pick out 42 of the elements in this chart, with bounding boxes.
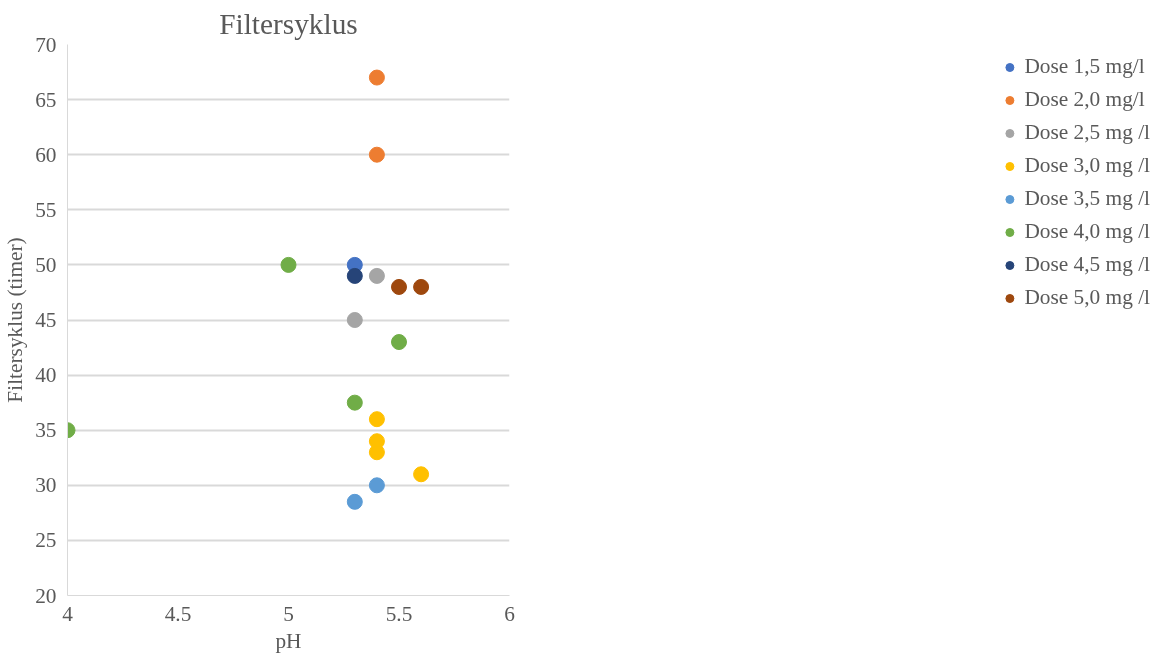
y-tick-label: 45: [35, 308, 57, 332]
point: [368, 411, 385, 428]
y-tick-label: 60: [35, 142, 57, 167]
point: [368, 267, 385, 284]
y-tick-label: 40: [35, 363, 57, 388]
legend-label: Dose 2,0 mg/l: [1024, 87, 1145, 112]
point: [391, 278, 407, 295]
legend-label: Dose 3,5 mg /l: [1024, 186, 1150, 211]
legend-label: Dose 1,5 mg/l: [1024, 54, 1145, 79]
x-tick-label: 5: [283, 601, 294, 626]
point: [346, 312, 363, 328]
point: [368, 477, 385, 494]
y-tick-label: 35: [35, 418, 57, 443]
x-tick-label: 5.5: [385, 601, 413, 626]
y-tick-label: 20: [35, 583, 57, 608]
x-tick-label: 4.5: [164, 601, 192, 626]
x-tick-label: 6: [504, 601, 516, 626]
y-tick-label: 70: [35, 32, 57, 57]
point: [280, 256, 297, 273]
x-tick-label: 4: [62, 601, 74, 626]
point: [346, 493, 363, 510]
point: [391, 334, 407, 351]
y-tick-label: 50: [35, 252, 57, 277]
y-tick-label: 65: [35, 87, 57, 112]
x-axis-title: pH: [275, 628, 302, 653]
legend-label: Dose 2,5 mg /l: [1024, 120, 1150, 145]
chart-title: Filtersyklus: [219, 7, 358, 40]
point: [368, 444, 385, 461]
point: [346, 394, 363, 411]
legend-label: Dose 3,0 mg /l: [1024, 153, 1150, 178]
y-tick-label: 25: [35, 528, 57, 553]
legend-label: Dose 5,0 mg /l: [1024, 285, 1150, 310]
point: [368, 146, 385, 163]
point: [413, 278, 430, 295]
y-axis-title: Filtersyklus (timer): [3, 237, 28, 403]
y-tick-label: 30: [35, 473, 57, 498]
legend-label: Dose 4,0 mg /l: [1024, 219, 1150, 244]
legend-label: Dose 4,5 mg /l: [1024, 252, 1150, 277]
point: [413, 466, 430, 483]
point: [346, 267, 363, 284]
y-tick-label: 55: [35, 197, 57, 222]
point: [368, 69, 385, 86]
